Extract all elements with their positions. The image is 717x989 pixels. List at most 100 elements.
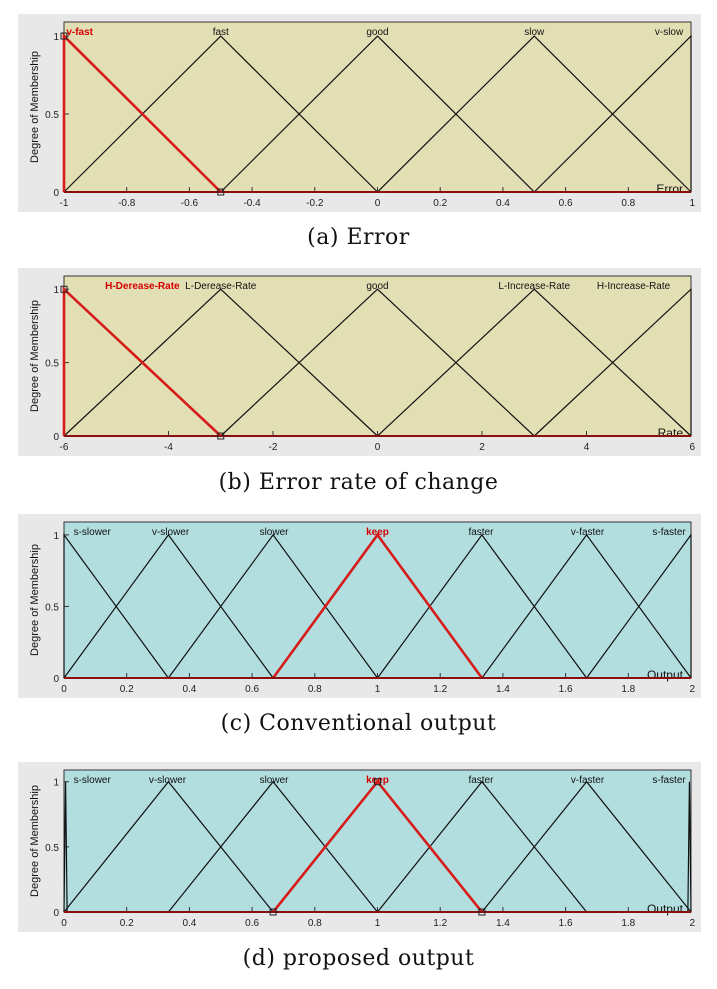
mf-line-faster: [377, 780, 588, 913]
chart-panel-error-rate: Degree of Membership 0 0.5 1 -6 -4 -2 0 2 4 6 Rate H…: [18, 268, 701, 456]
mf-line-s-slower: [63, 781, 68, 913]
y-axis-label: Degree of Membership: [29, 51, 41, 163]
mf-label-v-slower: v-slower: [149, 775, 187, 786]
mf-label-s-faster: s-faster: [652, 775, 686, 786]
x-tick-label: 4: [584, 442, 590, 453]
mf-line-v-slower: [63, 780, 274, 913]
mf-handle[interactable]: [60, 285, 68, 293]
x-tick-label: -1: [60, 198, 69, 209]
mf-line-good: [220, 35, 535, 193]
x-tick-label: 1.8: [621, 918, 635, 929]
x-tick-label: 0.2: [120, 684, 134, 695]
mf-label-l-derease-rate: L-Derease-Rate: [185, 281, 257, 292]
y-tick-label: 1: [53, 285, 59, 296]
mf-label-l-increase-rate: L-Increase-Rate: [498, 281, 570, 292]
mf-line-slow: [377, 35, 692, 193]
mf-label-v-slow: v-slow: [655, 27, 684, 38]
x-tick-label: -2: [269, 442, 278, 453]
x-tick-label: 0.6: [245, 684, 259, 695]
x-tick-label: 0: [375, 198, 381, 209]
mf-label-good: good: [366, 27, 388, 38]
mf-line-keep: [272, 779, 483, 913]
mf-line-good: [220, 288, 535, 437]
x-tick-label: 0.8: [308, 918, 322, 929]
x-tick-label: 0.8: [621, 198, 635, 209]
y-tick-label: 0.5: [45, 602, 59, 613]
x-tick-label: 1: [689, 198, 695, 209]
x-tick-label: 1.2: [433, 918, 447, 929]
mf-line-s-faster: [687, 781, 692, 913]
mf-label-keep: keep: [366, 775, 389, 786]
x-tick-label: 0.6: [559, 198, 573, 209]
y-tick-label: 1: [53, 778, 59, 789]
x-tick-label: 2: [479, 442, 485, 453]
x-tick-label: 0.2: [120, 918, 134, 929]
y-tick-label: 0.5: [45, 843, 59, 854]
x-tick-label: -6: [60, 442, 69, 453]
x-tick-label: 1.4: [496, 684, 510, 695]
mf-label-slower: slower: [260, 775, 290, 786]
x-tick-label: 0: [375, 442, 381, 453]
chart-conventional-output: Degree of Membership 0 0.5 1 0 0.2 0.4 0.6 0.8 1 1…: [18, 514, 701, 698]
mf-label-v-faster: v-faster: [571, 775, 605, 786]
x-tick-label: -0.8: [118, 198, 136, 209]
y-tick-label: 0: [53, 188, 59, 199]
x-axis-label: Output: [647, 668, 684, 682]
chart-panel-error: Degree of Membership 0 0.5 1 -1 -0.8 -0.6 -0.4 -…: [18, 14, 701, 212]
caption-error: (a) Error: [307, 225, 410, 250]
x-tick-label: 0: [61, 918, 67, 929]
y-tick-label: 0: [53, 674, 59, 685]
mf-line-v-fast: [62, 32, 222, 193]
mf-label-fast: fast: [213, 27, 229, 38]
x-axis-label: Rate: [658, 426, 684, 440]
mf-label-v-slower: v-slower: [152, 527, 190, 538]
chart-error-rate: Degree of Membership 0 0.5 1 -6 -4 -2 0 2 4 6 Rate H…: [18, 268, 701, 456]
mf-line-slower: [167, 780, 378, 913]
mf-label-keep: keep: [366, 527, 389, 538]
x-tick-label: 0.8: [308, 684, 322, 695]
chart-error: Degree of Membership 0 0.5 1 -1 -0.8 -0.6 -0.4 -…: [18, 14, 701, 212]
y-tick-label: 1: [53, 32, 59, 43]
chart-panel-proposed-output: Degree of Membership 0 0.5 1 0 0.2 0.4 0.6 0.8 1 1…: [18, 762, 701, 932]
plot-area: [63, 521, 692, 679]
x-tick-label: 1.4: [496, 918, 510, 929]
mf-line-slower: [167, 533, 378, 679]
mf-label-v-fast: v-fast: [66, 27, 93, 38]
mf-label-good: good: [366, 281, 388, 292]
plot-area: [63, 21, 692, 193]
mf-line-v-slower: [63, 533, 274, 679]
mf-label-h-increase-rate: H-Increase-Rate: [597, 281, 671, 292]
mf-handle[interactable]: [217, 432, 225, 440]
y-tick-label: 0: [53, 908, 59, 919]
x-tick-label: 0.6: [245, 918, 259, 929]
y-tick-label: 1: [53, 531, 59, 542]
chart-proposed-output: Degree of Membership 0 0.5 1 0 0.2 0.4 0.6 0.8 1 1…: [18, 762, 701, 932]
mf-handle[interactable]: [217, 188, 225, 196]
mf-label-slow: slow: [524, 27, 545, 38]
caption-proposed-output: (d) proposed output: [242, 946, 475, 971]
y-axis-label: Degree of Membership: [29, 544, 41, 656]
mf-handle[interactable]: [60, 32, 68, 40]
x-axis-label: Output: [647, 902, 684, 916]
y-tick-label: 0.5: [45, 359, 59, 370]
mf-handle[interactable]: [478, 908, 486, 916]
mf-line-faster: [377, 533, 588, 679]
y-axis-label: Degree of Membership: [29, 785, 41, 897]
x-tick-label: 1: [375, 918, 381, 929]
x-tick-label: 1.8: [621, 684, 635, 695]
x-tick-label: -0.6: [181, 198, 199, 209]
mf-handle[interactable]: [374, 778, 381, 786]
mf-line-s-faster: [586, 533, 692, 679]
mf-line-keep: [272, 532, 483, 679]
mf-line-v-faster: [481, 780, 692, 913]
mf-label-s-slower: s-slower: [74, 775, 112, 786]
mf-line-v-slow: [533, 34, 692, 193]
mf-line-h-increase-rate: [533, 287, 692, 437]
mf-handle[interactable]: [269, 908, 277, 916]
x-tick-label: 0: [61, 684, 67, 695]
mf-line-fast: [63, 35, 378, 193]
x-tick-label: 6: [689, 442, 695, 453]
x-tick-label: -0.2: [306, 198, 324, 209]
mf-label-faster: faster: [468, 775, 494, 786]
x-tick-label: 0.2: [433, 198, 447, 209]
